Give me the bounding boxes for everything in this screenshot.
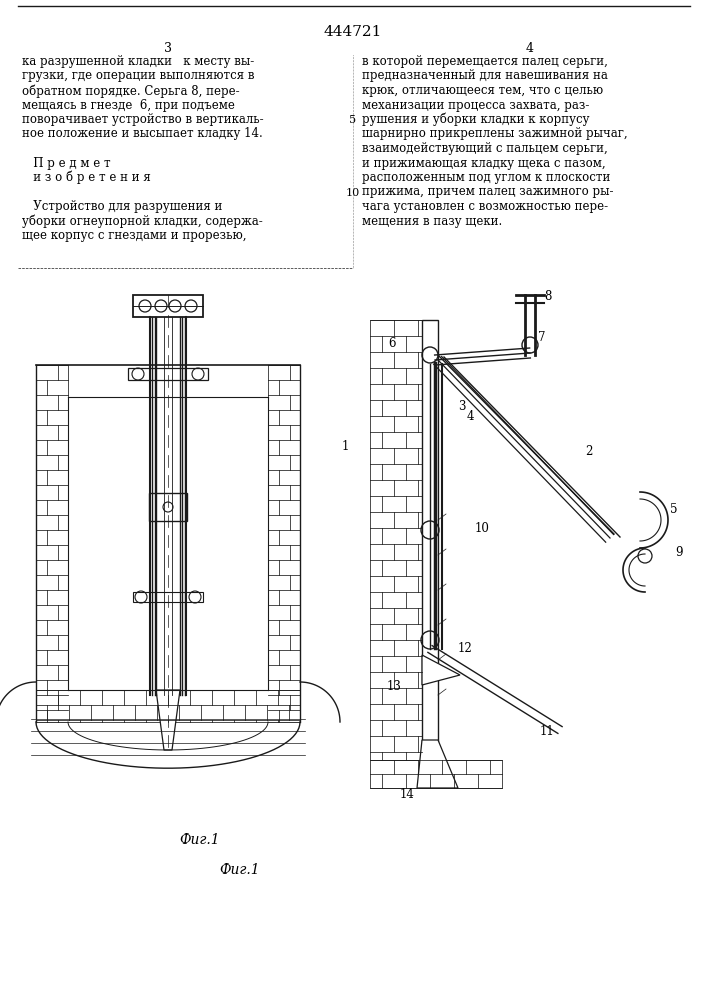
- Text: 10: 10: [346, 188, 360, 198]
- Text: и з о б р е т е н и я: и з о б р е т е н и я: [22, 171, 151, 184]
- Text: взаимодействующий с пальцем серьги,: взаимодействующий с пальцем серьги,: [362, 142, 608, 155]
- Bar: [68, 397, 268, 690]
- Text: 4: 4: [526, 42, 534, 55]
- Polygon shape: [417, 740, 458, 788]
- Text: обратном порядке. Серьга 8, пере-: обратном порядке. Серьга 8, пере-: [22, 84, 240, 98]
- Bar: [36, 365, 68, 722]
- Bar: [133, 592, 203, 602]
- Text: 7: 7: [538, 331, 546, 344]
- Text: 9: 9: [675, 546, 682, 559]
- Text: 5: 5: [349, 115, 356, 125]
- Text: ное положение и высыпает кладку 14.: ное положение и высыпает кладку 14.: [22, 127, 263, 140]
- Bar: [422, 320, 438, 760]
- Text: рушения и уборки кладки к корпусу: рушения и уборки кладки к корпусу: [362, 113, 590, 126]
- Text: прижима, причем палец зажимного ры-: прижима, причем палец зажимного ры-: [362, 186, 614, 198]
- Text: Фиг.1: Фиг.1: [220, 863, 260, 877]
- Text: 2: 2: [585, 445, 592, 458]
- Text: механизации процесса захвата, раз-: механизации процесса захвата, раз-: [362, 99, 590, 111]
- Bar: [133, 295, 203, 317]
- Text: П р е д м е т: П р е д м е т: [22, 156, 110, 169]
- Text: в которой перемещается палец серьги,: в которой перемещается палец серьги,: [362, 55, 608, 68]
- Text: чага установлен с возможностью пере-: чага установлен с возможностью пере-: [362, 200, 608, 213]
- Text: 10: 10: [475, 522, 490, 535]
- Bar: [149, 493, 187, 521]
- Text: крюк, отличающееся тем, что с целью: крюк, отличающееся тем, что с целью: [362, 84, 603, 97]
- Text: 5: 5: [670, 503, 677, 516]
- Text: 11: 11: [540, 725, 555, 738]
- Text: мещаясь в гнезде  6, при подъеме: мещаясь в гнезде 6, при подъеме: [22, 99, 235, 111]
- Bar: [370, 320, 422, 760]
- Text: шарнирно прикреплены зажимной рычаг,: шарнирно прикреплены зажимной рычаг,: [362, 127, 628, 140]
- Text: мещения в пазу щеки.: мещения в пазу щеки.: [362, 215, 502, 228]
- Text: поворачивает устройство в вертикаль-: поворачивает устройство в вертикаль-: [22, 113, 264, 126]
- Text: 4: 4: [467, 410, 474, 423]
- Text: 12: 12: [458, 642, 473, 655]
- Text: уборки огнеупорной кладки, содержа-: уборки огнеупорной кладки, содержа-: [22, 215, 263, 228]
- Text: 14: 14: [400, 788, 415, 801]
- Bar: [268, 365, 300, 722]
- Text: 3: 3: [164, 42, 172, 55]
- Text: 444721: 444721: [324, 25, 382, 39]
- Text: ка разрушенной кладки   к месту вы-: ка разрушенной кладки к месту вы-: [22, 55, 255, 68]
- Text: предназначенный для навешивания на: предназначенный для навешивания на: [362, 70, 608, 83]
- Bar: [36, 690, 300, 722]
- Bar: [370, 760, 502, 788]
- Text: грузки, где операции выполняются в: грузки, где операции выполняются в: [22, 70, 255, 83]
- Polygon shape: [156, 690, 180, 750]
- Text: 1: 1: [342, 440, 349, 453]
- Text: 3: 3: [458, 400, 465, 413]
- Text: Фиг.1: Фиг.1: [180, 833, 221, 847]
- Text: 6: 6: [388, 337, 395, 350]
- Text: расположенным под углом к плоскости: расположенным под углом к плоскости: [362, 171, 610, 184]
- Text: щее корпус с гнездами и прорезью,: щее корпус с гнездами и прорезью,: [22, 229, 247, 242]
- Polygon shape: [422, 655, 460, 685]
- Bar: [128, 368, 208, 380]
- Text: 8: 8: [544, 290, 551, 303]
- Text: 13: 13: [387, 680, 402, 693]
- Text: Устройство для разрушения и: Устройство для разрушения и: [22, 200, 223, 213]
- Text: и прижимающая кладку щека с пазом,: и прижимающая кладку щека с пазом,: [362, 156, 606, 169]
